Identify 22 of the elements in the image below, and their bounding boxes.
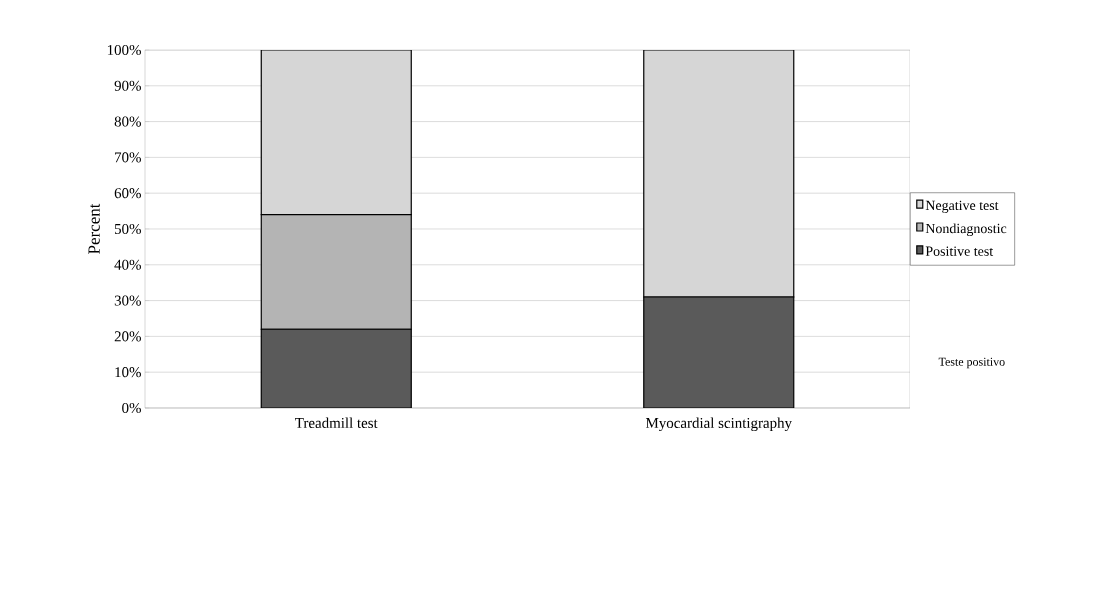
y-tick-label: 20% (114, 331, 141, 342)
legend-label: Negative test (925, 200, 999, 213)
y-tick-label: 40% (114, 259, 141, 270)
y-tick-label: 30% (114, 295, 141, 306)
bar (643, 296, 795, 408)
y-tick-label: 60% (114, 188, 141, 199)
y-tick-label: 90% (114, 80, 141, 91)
legend-label: Nondiagnostic (925, 223, 1007, 237)
text: Teste positivo (938, 357, 1005, 369)
y-tick-label: 0% (122, 402, 141, 414)
y-tick-label: 50% (114, 223, 141, 235)
bar (643, 49, 795, 298)
x-tick-label: Treadmill test (295, 417, 378, 429)
legend-label: Positive test (925, 246, 994, 256)
y-axis-title: Percent (88, 203, 100, 254)
bar (260, 49, 412, 216)
bar (260, 328, 412, 408)
y-tick-label: 80% (114, 116, 141, 127)
y-tick-label: 70% (115, 152, 141, 163)
y-tick-label: 10% (115, 367, 141, 378)
y-tick-label: 100% (107, 44, 141, 56)
x-tick-label: Myocardial scintigraphy (645, 417, 792, 432)
